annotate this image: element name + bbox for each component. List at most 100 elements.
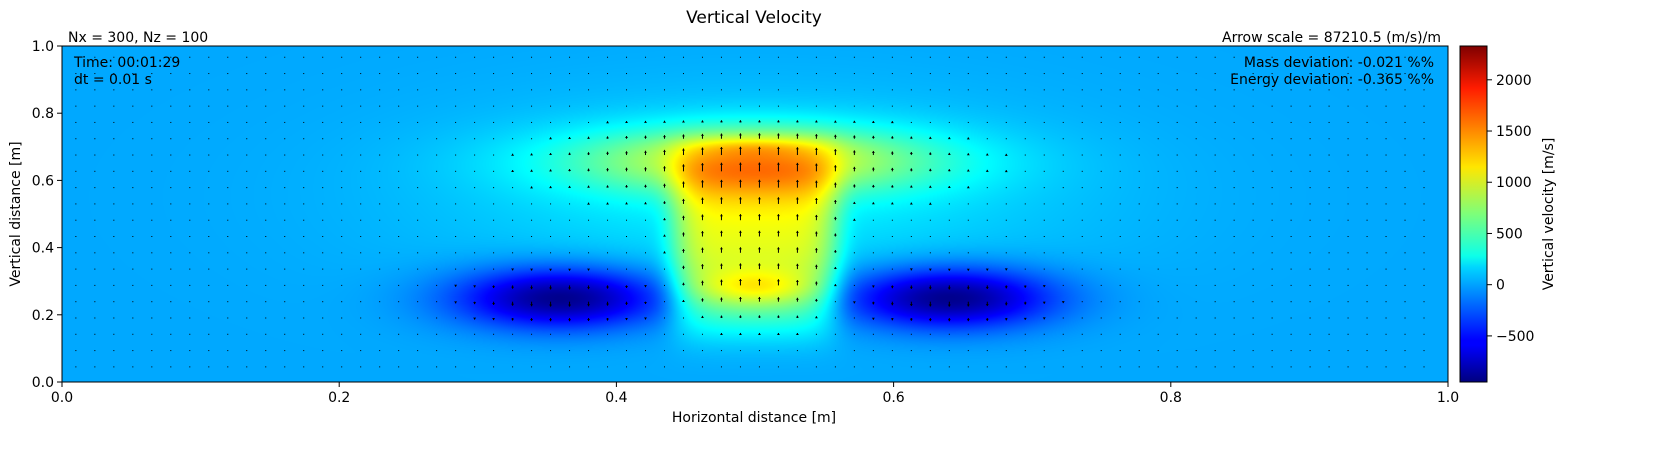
velocity-arrow (398, 219, 400, 221)
velocity-arrow (360, 333, 362, 335)
x-tick-label: 0.0 (51, 390, 73, 406)
velocity-arrow (265, 317, 267, 319)
velocity-arrow (227, 73, 229, 75)
velocity-arrow (455, 236, 457, 238)
velocity-arrow (94, 138, 96, 140)
velocity-arrow (379, 56, 381, 58)
velocity-arrow (663, 89, 665, 91)
velocity-arrow (1385, 350, 1387, 352)
velocity-arrow (1119, 203, 1121, 205)
velocity-arrow (531, 73, 533, 75)
velocity-arrow (246, 350, 248, 352)
velocity-arrow (1195, 317, 1197, 319)
velocity-arrow (1385, 333, 1387, 335)
velocity-arrow (1347, 105, 1349, 107)
velocity-arrow (853, 317, 855, 319)
velocity-arrow (170, 219, 172, 221)
velocity-arrow (360, 219, 362, 221)
velocity-arrowhead (1004, 286, 1008, 289)
velocity-arrow (1100, 301, 1102, 303)
velocity-arrow (227, 138, 229, 140)
velocity-arrow (531, 333, 533, 335)
velocity-arrow (265, 236, 267, 238)
velocity-arrowhead (814, 180, 818, 183)
velocity-arrow (834, 301, 836, 303)
velocity-arrow (1309, 284, 1311, 286)
velocity-arrow (322, 105, 324, 107)
velocity-arrowhead (890, 202, 894, 205)
velocity-arrow (436, 73, 438, 75)
velocity-arrow (474, 138, 476, 140)
velocity-arrow (75, 105, 77, 107)
velocity-arrow (379, 317, 381, 319)
velocity-arrow (645, 268, 647, 270)
velocity-arrow (1233, 154, 1235, 156)
velocity-arrow (758, 56, 760, 58)
velocity-arrowhead (757, 214, 761, 217)
velocity-arrow (1271, 73, 1273, 75)
velocity-arrow (170, 170, 172, 172)
velocity-arrow (1366, 203, 1368, 205)
velocity-arrowhead (814, 298, 818, 301)
velocity-arrowhead (606, 303, 610, 306)
velocity-arrow (1214, 366, 1216, 368)
velocity-arrow (531, 252, 533, 254)
velocity-arrow (113, 154, 115, 156)
velocity-arrow (113, 73, 115, 75)
velocity-arrow (1081, 317, 1083, 319)
velocity-arrow (246, 236, 248, 238)
velocity-arrow (588, 350, 590, 352)
velocity-arrow (1081, 350, 1083, 352)
velocity-arrow (1347, 301, 1349, 303)
velocity-arrow (1195, 219, 1197, 221)
colorbar-ticks: −500 0 500 1000 1500 2000 (1487, 73, 1534, 345)
velocity-arrowhead (719, 315, 723, 318)
x-tick-label: 0.4 (605, 390, 627, 406)
velocity-arrow (322, 154, 324, 156)
velocity-arrowhead (890, 121, 894, 124)
velocity-arrow (1290, 284, 1292, 286)
velocity-arrow (208, 203, 210, 205)
velocity-arrow (189, 138, 191, 140)
velocity-arrow (1062, 366, 1064, 368)
velocity-arrow (1043, 252, 1045, 254)
velocity-arrow (94, 154, 96, 156)
velocity-arrow (891, 333, 893, 335)
velocity-arrow (189, 187, 191, 189)
velocity-arrow (1119, 56, 1121, 58)
velocity-arrow (1138, 301, 1140, 303)
velocity-arrow (1157, 366, 1159, 368)
velocity-arrow (986, 187, 988, 189)
velocity-arrow (1176, 284, 1178, 286)
velocity-arrowhead (985, 304, 989, 307)
velocity-arrows (75, 56, 1425, 368)
velocity-arrow (341, 219, 343, 221)
velocity-arrowhead (1004, 153, 1008, 156)
velocity-arrowhead (587, 318, 591, 321)
velocity-arrow (1404, 170, 1406, 172)
velocity-arrow (1271, 301, 1273, 303)
velocity-arrow (474, 73, 476, 75)
velocity-arrow (531, 219, 533, 221)
velocity-arrow (208, 284, 210, 286)
velocity-arrow (246, 317, 248, 319)
velocity-arrow (1195, 154, 1197, 156)
velocity-arrow (1081, 170, 1083, 172)
velocity-arrow (1290, 317, 1292, 319)
velocity-arrow (512, 236, 514, 238)
colorbar-label: Vertical velocity [m/s] (1541, 138, 1557, 291)
velocity-arrow (1233, 350, 1235, 352)
velocity-arrow (284, 317, 286, 319)
velocity-arrow (929, 56, 931, 58)
velocity-arrow (474, 170, 476, 172)
velocity-arrow (1347, 56, 1349, 58)
velocity-arrow (170, 236, 172, 238)
velocity-arrow (1119, 350, 1121, 352)
velocity-arrow (967, 333, 969, 335)
velocity-arrow (1081, 105, 1083, 107)
velocity-arrowhead (966, 153, 970, 156)
velocity-arrowhead (473, 285, 477, 288)
velocity-arrow (379, 252, 381, 254)
velocity-arrow (436, 236, 438, 238)
velocity-arrow (1176, 154, 1178, 156)
